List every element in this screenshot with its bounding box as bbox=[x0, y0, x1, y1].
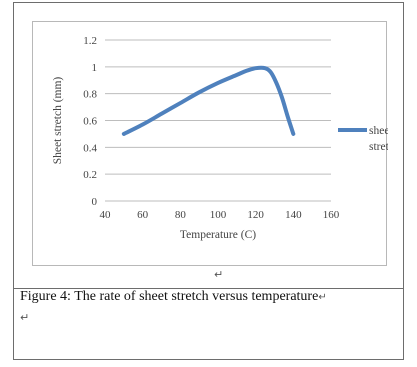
caption-label: Figure 4: The rate of sheet stretch vers… bbox=[20, 289, 319, 304]
x-tick-label: 160 bbox=[323, 209, 340, 221]
y-tick-label: 0 bbox=[92, 196, 98, 208]
line-chart: 0 0.2 0.4 0.6 0.8 1 1.2 40 60 80 100 120 140 160 Tempe… bbox=[52, 35, 388, 241]
series-line bbox=[121, 65, 296, 136]
y-axis-title: Sheet stretch (mm) bbox=[52, 77, 64, 165]
figure-caption: Figure 4: The rate of sheet stretch vers… bbox=[20, 289, 327, 305]
x-tick-label: 100 bbox=[210, 209, 227, 221]
document-table: 0 0.2 0.4 0.6 0.8 1 1.2 40 60 80 100 120 140 160 Tempe… bbox=[13, 2, 404, 360]
caption-cell: Figure 4: The rate of sheet stretch vers… bbox=[14, 289, 403, 359]
x-tick-label: 60 bbox=[137, 209, 149, 221]
caption-paragraph-mark: ↵ bbox=[318, 292, 327, 303]
y-tick-label: 0.6 bbox=[83, 116, 97, 128]
x-tick-label: 140 bbox=[285, 209, 302, 221]
x-axis-title: Temperature (C) bbox=[180, 229, 256, 241]
y-tick-label: 0.4 bbox=[83, 142, 97, 154]
y-tick-label: 0.8 bbox=[83, 89, 97, 101]
x-tick-label: 40 bbox=[100, 209, 112, 221]
legend-label-line2: stretch bbox=[369, 141, 388, 153]
legend-label-line1: sheet bbox=[369, 125, 388, 137]
paragraph-mark: ↵ bbox=[214, 268, 224, 281]
x-tick-label: 80 bbox=[175, 209, 187, 221]
y-tick-label: 1.2 bbox=[83, 35, 97, 47]
chart-area: 0 0.2 0.4 0.6 0.8 1 1.2 40 60 80 100 120 140 160 Tempe… bbox=[32, 21, 388, 266]
y-tick-label: 1 bbox=[92, 62, 98, 74]
figure-cell: 0 0.2 0.4 0.6 0.8 1 1.2 40 60 80 100 120 140 160 Tempe… bbox=[14, 3, 403, 289]
y-tick-label: 0.2 bbox=[83, 169, 97, 181]
x-tick-label: 120 bbox=[247, 209, 264, 221]
trailing-paragraph-mark: ↵ bbox=[20, 311, 30, 324]
